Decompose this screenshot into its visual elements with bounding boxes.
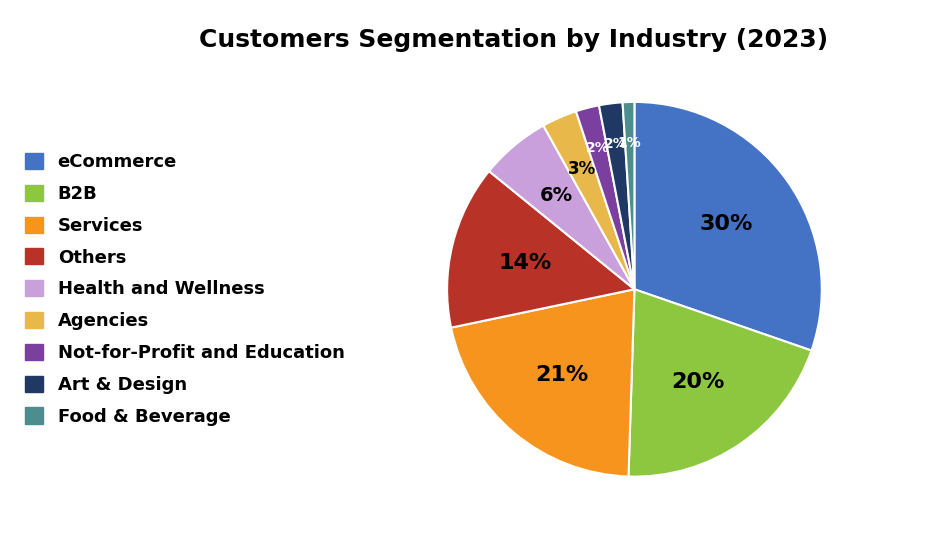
Text: 2%: 2% [604, 137, 628, 152]
Text: Customers Segmentation by Industry (2023): Customers Segmentation by Industry (2023… [199, 28, 828, 52]
Wedge shape [629, 289, 812, 477]
Text: 6%: 6% [539, 186, 573, 206]
Wedge shape [576, 105, 634, 289]
Text: 21%: 21% [536, 365, 589, 385]
Text: 1%: 1% [618, 136, 642, 150]
Wedge shape [447, 171, 634, 328]
Text: 30%: 30% [700, 214, 753, 234]
Wedge shape [622, 102, 634, 289]
Legend: eCommerce, B2B, Services, Others, Health and Wellness, Agencies, Not-for-Profit : eCommerce, B2B, Services, Others, Health… [16, 144, 354, 435]
Wedge shape [489, 126, 634, 289]
Wedge shape [634, 102, 822, 350]
Wedge shape [543, 111, 634, 289]
Wedge shape [451, 289, 634, 477]
Text: 14%: 14% [498, 253, 551, 273]
Wedge shape [599, 102, 634, 289]
Text: 2%: 2% [586, 141, 609, 155]
Text: 20%: 20% [672, 372, 725, 392]
Text: 3%: 3% [568, 160, 596, 178]
